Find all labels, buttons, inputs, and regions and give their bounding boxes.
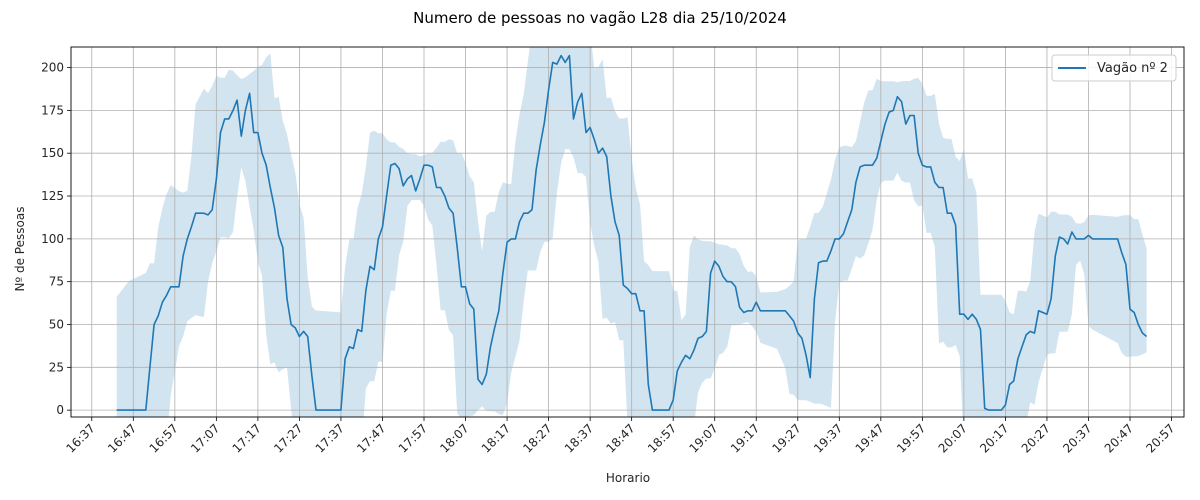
x-tick-label: 16:47 [105, 421, 139, 455]
x-tick-label: 18:07 [437, 421, 471, 455]
x-tick-label: 18:17 [479, 421, 513, 455]
legend-label: Vagão nº 2 [1097, 61, 1168, 76]
x-tick-label: 17:17 [230, 421, 264, 455]
x-tick-label: 18:47 [603, 421, 637, 455]
y-tick-label: 50 [49, 318, 64, 332]
axes-frame [70, 46, 1185, 418]
y-axis-label: Nº de Pessoas [13, 207, 27, 292]
y-tick-label: 175 [41, 103, 64, 117]
x-tick-label: 17:37 [313, 421, 347, 455]
x-tick-label: 20:07 [936, 421, 970, 455]
x-tick-label: 20:37 [1060, 421, 1094, 455]
x-axis-label: Horario [606, 471, 650, 485]
x-tick-label: 18:57 [645, 421, 679, 455]
x-tick-label: 16:57 [147, 421, 181, 455]
legend: Vagão nº 2 [1051, 54, 1177, 82]
x-tick-label: 19:17 [728, 421, 762, 455]
x-tick-label: 18:27 [520, 421, 554, 455]
y-tick-label: 125 [41, 189, 64, 203]
x-tick-label: 17:27 [271, 421, 305, 455]
chart-title: Numero de pessoas no vagão L28 dia 25/10… [413, 9, 787, 27]
legend-frame [1051, 54, 1177, 82]
y-tick-label: 25 [49, 360, 64, 374]
x-tick-label: 19:47 [853, 421, 887, 455]
x-tick-label: 16:37 [64, 421, 98, 455]
y-tick-label: 0 [56, 403, 64, 417]
x-tick-label: 17:57 [396, 421, 430, 455]
x-tick-label: 20:57 [1143, 421, 1177, 455]
x-tick-label: 19:07 [686, 421, 720, 455]
y-tick-label: 75 [49, 275, 64, 289]
x-tick-label: 20:47 [1102, 421, 1136, 455]
x-tick-label: 19:27 [770, 421, 804, 455]
y-tick-label: 200 [41, 61, 64, 75]
plot-area: 16:37 16:47 16:57 17:07 17:17 17:27 17:37 17:47… [41, 46, 1185, 456]
x-tick-label: 20:27 [1019, 421, 1053, 455]
x-tick-label: 19:57 [894, 421, 928, 455]
x-tick-label: 17:07 [188, 421, 222, 455]
x-tick-label: 17:47 [354, 421, 388, 455]
y-tick-label: 150 [41, 146, 64, 160]
series-line-vagao-2 [116, 54, 1148, 411]
y-tick-label: 100 [41, 232, 64, 246]
x-tick-label: 18:37 [562, 421, 596, 455]
x-tick-label: 19:37 [811, 421, 845, 455]
x-tick-label: 20:17 [977, 421, 1011, 455]
